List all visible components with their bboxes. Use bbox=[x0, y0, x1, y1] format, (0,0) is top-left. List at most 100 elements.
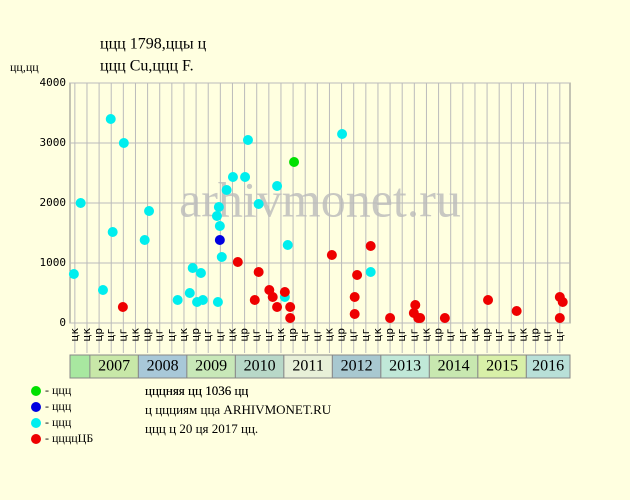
point bbox=[289, 157, 300, 168]
point bbox=[279, 286, 290, 297]
x-tick-label: цр bbox=[432, 328, 445, 341]
year-label: 2014 bbox=[438, 358, 470, 375]
legend-marker bbox=[31, 402, 41, 412]
y-axis-label: цц,цц bbox=[10, 60, 39, 74]
note: ц ццциям цца ARHIVMONET.RU bbox=[145, 402, 332, 417]
x-tick-label: цг bbox=[104, 328, 117, 341]
point bbox=[197, 295, 208, 306]
x-tick-label: цк bbox=[419, 328, 432, 342]
point bbox=[483, 295, 494, 306]
point bbox=[75, 198, 86, 208]
legend-marker bbox=[31, 434, 41, 444]
point bbox=[326, 250, 337, 261]
note: цццняя цц 1036 цц bbox=[145, 383, 248, 398]
x-tick-label: цк bbox=[177, 328, 190, 342]
point bbox=[211, 211, 222, 222]
x-tick-label: цг bbox=[456, 328, 469, 341]
point bbox=[249, 295, 260, 306]
x-tick-label: цг bbox=[153, 328, 166, 341]
point bbox=[285, 313, 296, 324]
x-tick-label: цг bbox=[116, 328, 129, 341]
point bbox=[557, 297, 568, 307]
point bbox=[139, 235, 150, 246]
point bbox=[195, 268, 206, 279]
year-label: 2016 bbox=[532, 358, 564, 375]
x-tick-label: цр bbox=[286, 328, 299, 341]
x-tick-label: цк bbox=[322, 328, 335, 342]
legend-marker bbox=[31, 386, 41, 396]
x-tick-label: цк bbox=[274, 328, 287, 342]
point bbox=[365, 267, 376, 277]
year-label: 2013 bbox=[389, 358, 421, 375]
point bbox=[240, 172, 251, 183]
x-tick-label: цк bbox=[68, 328, 81, 342]
point bbox=[97, 285, 108, 295]
x-tick-label: цр bbox=[189, 328, 202, 341]
x-tick-label: цг bbox=[201, 328, 214, 341]
x-tick-label: цг bbox=[165, 328, 178, 341]
point bbox=[221, 184, 232, 195]
note: ццц ц 20 ця 2017 цц. bbox=[145, 421, 258, 436]
point bbox=[337, 129, 348, 139]
point bbox=[107, 226, 118, 237]
watermark: arhivmonet.ru bbox=[179, 171, 461, 227]
point bbox=[242, 135, 253, 145]
legend-label: - ццц bbox=[45, 399, 72, 413]
x-tick-label: цг bbox=[444, 328, 457, 341]
x-tick-label: цр bbox=[529, 328, 542, 341]
x-tick-label: цр bbox=[141, 328, 154, 341]
legend-label: - ццццЦБ bbox=[45, 431, 93, 445]
year-label: 2010 bbox=[244, 358, 276, 375]
point bbox=[253, 199, 264, 210]
point bbox=[385, 313, 396, 324]
point bbox=[282, 240, 293, 250]
x-tick-label: цр bbox=[480, 328, 493, 341]
point bbox=[117, 301, 128, 312]
year-label: 2009 bbox=[195, 358, 227, 375]
point bbox=[352, 270, 363, 280]
point bbox=[267, 292, 278, 303]
point bbox=[415, 313, 426, 324]
x-tick-label: цг bbox=[504, 328, 517, 341]
year-label: 2011 bbox=[292, 358, 323, 375]
point bbox=[253, 267, 264, 277]
x-tick-label: цк bbox=[128, 328, 141, 342]
x-tick-label: цг bbox=[213, 328, 226, 341]
x-tick-label: цк bbox=[371, 328, 384, 342]
point bbox=[172, 295, 183, 306]
x-tick-label: цг bbox=[250, 328, 263, 341]
point bbox=[214, 220, 225, 231]
x-tick-label: цг bbox=[359, 328, 372, 341]
point bbox=[232, 256, 243, 267]
x-tick-label: цк bbox=[80, 328, 93, 342]
x-tick-label: цг bbox=[310, 328, 323, 341]
point bbox=[227, 172, 238, 183]
y-tick-label: 2000 bbox=[40, 196, 67, 209]
x-tick-label: цг bbox=[262, 328, 275, 341]
point bbox=[184, 288, 195, 298]
point bbox=[68, 268, 79, 279]
year-label: 2015 bbox=[486, 358, 518, 375]
year-label: 2007 bbox=[98, 358, 130, 375]
point bbox=[365, 241, 376, 252]
x-tick-label: цг bbox=[492, 328, 505, 341]
chart-subtitle: ццц Cu,ццц F. bbox=[100, 58, 194, 75]
note: цццняя цц 1036 цц bbox=[145, 383, 248, 398]
legend-marker bbox=[31, 418, 41, 428]
year-label: 2012 bbox=[341, 358, 373, 375]
y-tick-label: 1000 bbox=[40, 256, 67, 269]
point bbox=[439, 313, 450, 324]
y-tick-label: 3000 bbox=[40, 136, 67, 149]
point bbox=[212, 297, 223, 307]
x-tick-label: цг bbox=[395, 328, 408, 341]
x-tick-label: цр bbox=[335, 328, 348, 341]
x-tick-label: цр bbox=[238, 328, 251, 341]
x-tick-label: цр bbox=[383, 328, 396, 341]
year-box bbox=[69, 354, 91, 379]
x-tick-label: цк bbox=[225, 328, 238, 342]
x-tick-label: цг bbox=[553, 328, 566, 341]
point bbox=[118, 138, 129, 148]
point bbox=[213, 202, 224, 213]
point bbox=[349, 309, 360, 319]
